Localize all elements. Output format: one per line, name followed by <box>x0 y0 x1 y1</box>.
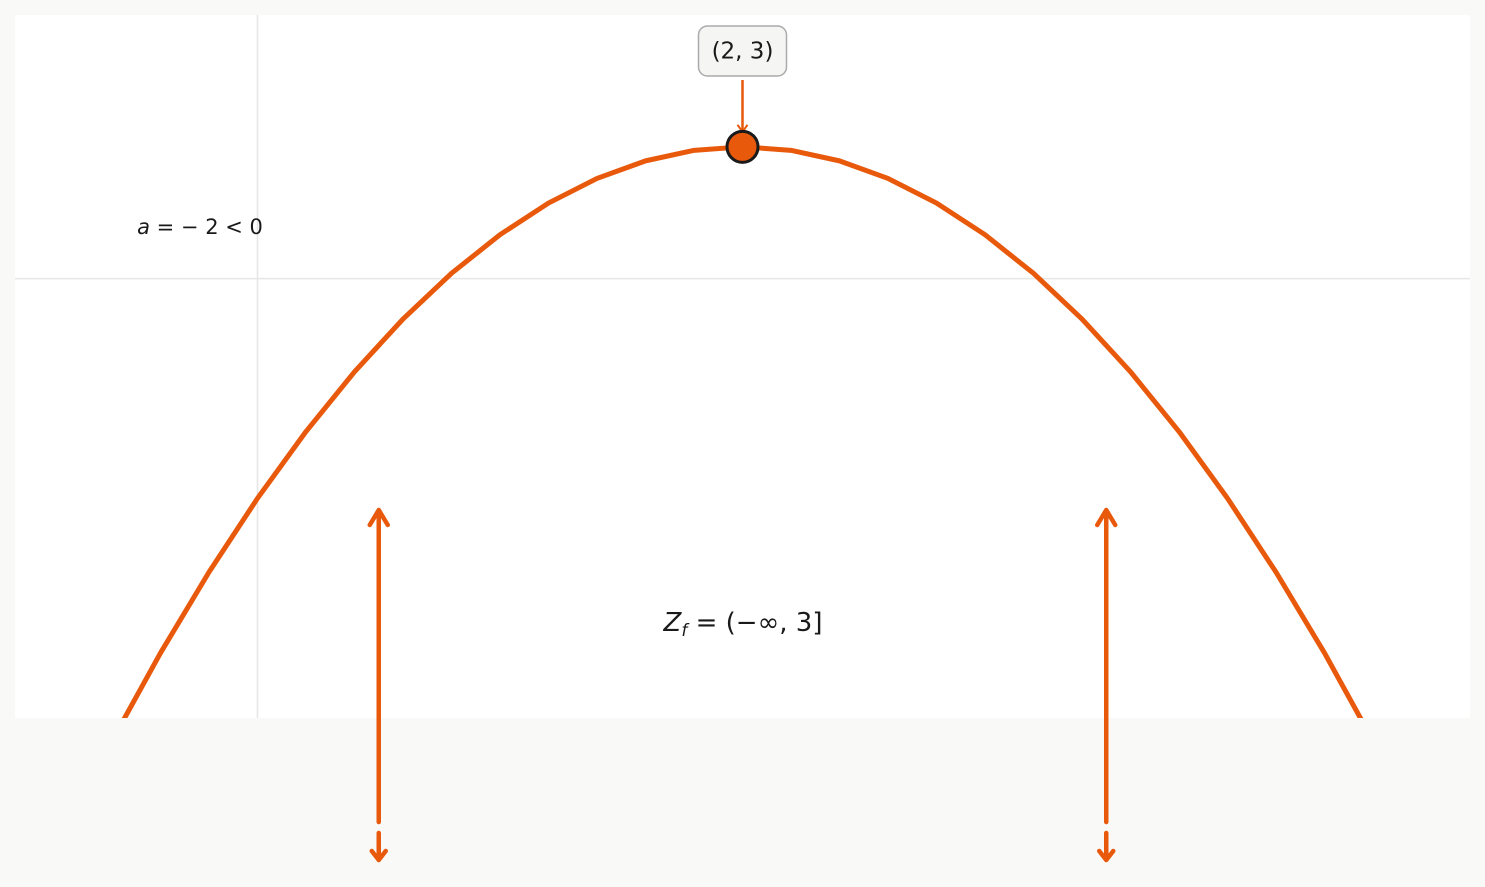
a-text: = − 2 < 0 <box>150 215 263 239</box>
range-label: Zf = (−∞, 3] <box>663 608 823 642</box>
range-text: = (−∞, 3] <box>687 608 822 638</box>
range-symbol: Z <box>663 608 683 638</box>
annotation-box <box>697 25 788 77</box>
a-label: a = − 2 < 0 <box>137 215 263 239</box>
vertex-point <box>725 129 760 164</box>
vertex-label: (2, 3) <box>712 39 774 65</box>
range-subscript: f <box>681 621 690 641</box>
range-arrow <box>367 507 390 863</box>
range-arrow <box>1095 507 1118 863</box>
a-symbol: a <box>137 215 150 239</box>
